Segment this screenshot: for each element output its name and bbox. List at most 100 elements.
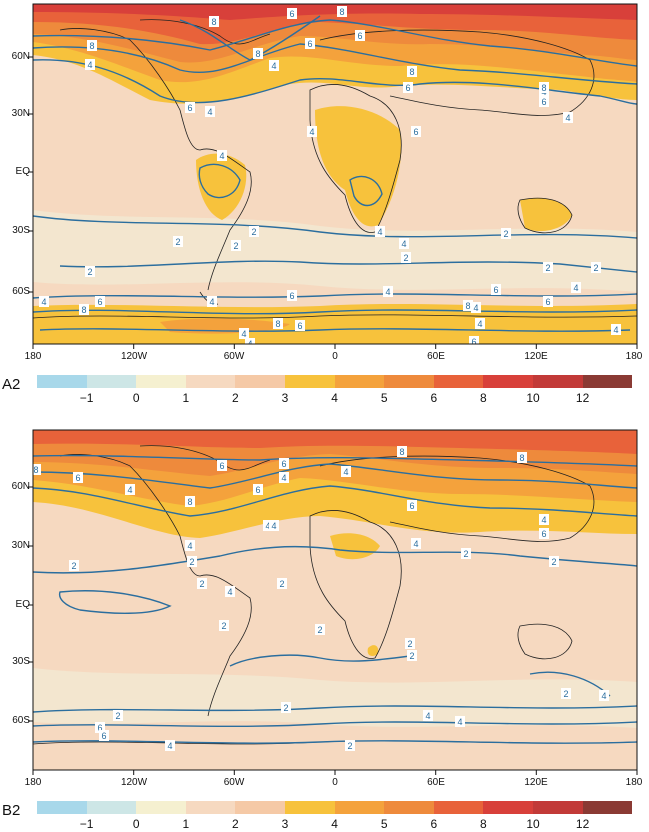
- legend-swatch: [86, 375, 137, 388]
- contour-label-bg: [73, 472, 83, 483]
- contour-label: 6: [219, 461, 224, 471]
- contour-label-bg: [95, 296, 105, 307]
- legend-swatch: [483, 801, 533, 814]
- contour-label: 4: [413, 539, 418, 549]
- contour-label: 6: [541, 529, 546, 539]
- contour-label-bg: [337, 6, 347, 17]
- legend-swatch: [582, 375, 633, 388]
- contour-label-bg: [463, 300, 473, 311]
- legend-swatch: [384, 801, 434, 814]
- contour-label: 4: [127, 485, 132, 495]
- lat-label-30n: 30N: [11, 108, 30, 119]
- legend-labels-a2: −1 0 1 2 3 4 5 6 8 10 12: [0, 392, 649, 406]
- contour-label-bg: [341, 466, 351, 477]
- contour-label: 8: [541, 83, 546, 93]
- contour-label-bg: [543, 296, 553, 307]
- legend-swatch: [384, 375, 434, 388]
- contour-label: 6: [281, 459, 286, 469]
- contour-label-bg: [253, 484, 263, 495]
- contour-label: 4: [385, 287, 390, 297]
- shade-africa-spot: [367, 645, 379, 656]
- contour-label-bg: [113, 710, 123, 721]
- contour-label: 2: [71, 561, 76, 571]
- contour-label-bg: [471, 302, 481, 313]
- contour-label-bg: [407, 650, 417, 661]
- contour-label: 2: [409, 651, 414, 661]
- shade-band-6-8: [33, 430, 637, 454]
- contour-label-bg: [539, 82, 549, 93]
- lat-label-30s: 30S: [12, 225, 30, 236]
- shade-africa: [315, 106, 402, 227]
- contour-label: 8: [255, 49, 260, 59]
- lat-label-30s: 30S: [12, 656, 30, 667]
- contour-label-bg: [225, 586, 235, 597]
- contour-label-bg: [85, 266, 95, 277]
- legend-label: 10: [526, 391, 540, 405]
- contour-label-bg: [561, 688, 571, 699]
- contour-label: 6: [413, 127, 418, 137]
- legend-label: 5: [380, 817, 388, 831]
- contour-label: 4: [473, 303, 478, 313]
- contour-label-bg: [403, 82, 413, 93]
- lon-label-60w: 60W: [223, 777, 245, 788]
- contour-label-bg: [407, 66, 417, 77]
- contour-label: 6: [289, 9, 294, 19]
- legend-label: 8: [480, 817, 487, 831]
- contour-label: 2: [251, 227, 256, 237]
- contour-label: 8: [81, 305, 86, 315]
- contour-label-bg: [345, 740, 355, 751]
- contour-label: 2: [503, 229, 508, 239]
- legend-label: 2: [232, 391, 239, 405]
- contour-label: 8: [399, 447, 404, 457]
- contour-label: 4: [207, 107, 212, 117]
- contour-label: 6: [357, 31, 362, 41]
- contour-label-bg: [69, 560, 79, 571]
- contour-label: 2: [593, 263, 598, 273]
- contour-label-bg: [39, 296, 49, 307]
- contour-label-bg: [475, 318, 485, 329]
- contour-label: 2: [545, 263, 550, 273]
- contour-label-bg: [407, 500, 417, 511]
- color-legend-b2: [37, 801, 633, 814]
- lon-label-180w: 180: [24, 777, 42, 788]
- legend-label: 1: [182, 817, 190, 831]
- legend-swatch: [136, 801, 186, 814]
- lat-label-60n: 60N: [11, 51, 30, 62]
- contour-label-bg: [85, 59, 95, 70]
- lat-label-eq: EQ: [15, 166, 30, 177]
- contour-label-bg: [185, 496, 195, 507]
- contour-label: 6: [75, 473, 80, 483]
- contour-label: 6: [541, 97, 546, 107]
- contour-label: 4: [613, 325, 618, 335]
- contour-lines: [33, 454, 637, 744]
- contour-label-bg: [287, 8, 297, 19]
- contour-label: 8: [339, 7, 344, 17]
- contour-label: 8: [519, 453, 524, 463]
- contour-label: 4: [401, 239, 406, 249]
- lon-label-120w: 120W: [120, 777, 148, 788]
- legend-label: 3: [281, 391, 289, 405]
- contour-label-bg: [217, 460, 227, 471]
- contour-label-bg: [231, 240, 241, 251]
- contour-label-bg: [273, 318, 283, 329]
- contour-label: 6: [409, 501, 414, 511]
- contour-label-bg: [269, 520, 279, 531]
- contour-label: 8: [211, 17, 216, 27]
- contour-label-bg: [219, 620, 229, 631]
- contour-label: 8: [275, 319, 280, 329]
- contour-label-bg: [571, 282, 581, 293]
- contour-label: 4: [227, 587, 232, 597]
- contour-label-bg: [355, 30, 365, 41]
- panel-tag-b2: B2: [2, 802, 21, 819]
- contour-label: 6: [255, 485, 260, 495]
- contour-label-bg: [399, 238, 409, 249]
- contour-label: 4: [309, 127, 314, 137]
- contour-label-bg: [165, 740, 175, 751]
- contour-label: 4: [565, 113, 570, 123]
- contour-label-bg: [539, 96, 549, 107]
- legend-label: 5: [380, 391, 388, 405]
- contour-label-bg: [591, 262, 601, 273]
- contour-label-bg: [125, 484, 135, 495]
- contour-label: 8: [187, 497, 192, 507]
